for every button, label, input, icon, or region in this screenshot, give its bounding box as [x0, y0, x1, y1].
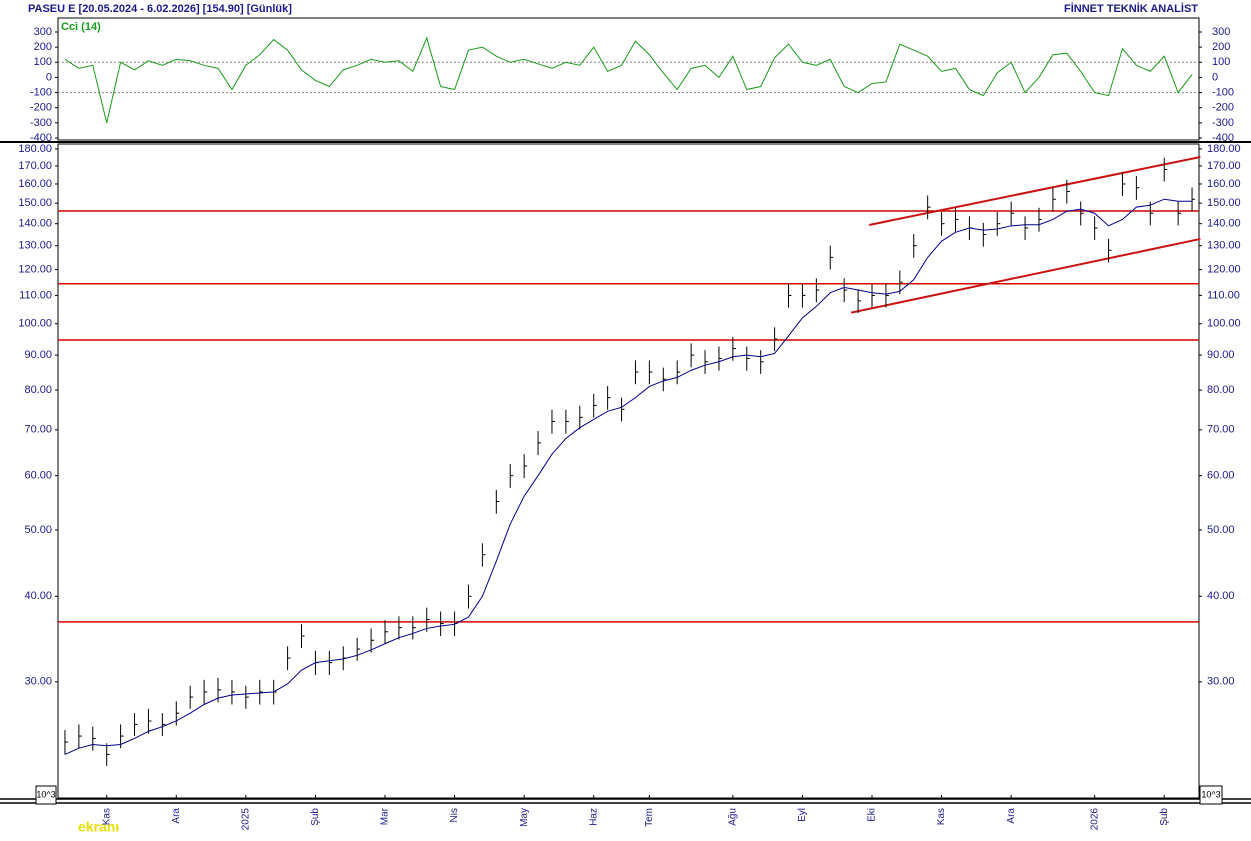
y-tick-label: 0: [46, 71, 52, 83]
moving-average: [64, 198, 1193, 755]
y-tick-label: -100: [1212, 86, 1234, 98]
y-tick-label: 100.00: [18, 318, 52, 330]
y-tick-label: 60.00: [24, 470, 52, 482]
cci-frame: [57, 17, 1200, 141]
logo: ekranı: [78, 819, 119, 835]
y-tick-label: 70.00: [24, 424, 52, 436]
y-tick-label: 90.00: [1207, 349, 1235, 361]
y-tick-label: 160.00: [1207, 178, 1241, 190]
y-tick-label: 200: [1212, 41, 1230, 53]
y-tick-label: -400: [1212, 132, 1234, 144]
y-tick-label: -300: [30, 117, 52, 129]
y-tick-label: 50.00: [1207, 524, 1235, 536]
y-tick-label: 120.00: [18, 263, 52, 275]
x-tick-label: Şub: [310, 808, 321, 826]
x-tick-label: Ara: [1006, 808, 1017, 824]
x-tick-label: Kas: [101, 808, 112, 825]
y-tick-label: 130.00: [18, 240, 52, 252]
x-tick-label: Şub: [1159, 808, 1170, 826]
y-tick-label: 140.00: [1207, 218, 1241, 230]
axis-note: 10^3: [1201, 789, 1220, 799]
y-tick-label: 110.00: [1207, 289, 1240, 301]
y-tick-label: 90.00: [24, 349, 52, 361]
y-tick-label: 180.00: [18, 143, 52, 155]
y-tick-label: 120.00: [1207, 263, 1241, 275]
axis-note: 10^3: [36, 789, 55, 799]
y-tick-label: 170.00: [18, 160, 52, 172]
x-tick-label: Ara: [171, 808, 182, 824]
y-tick-label: 0: [1212, 71, 1218, 83]
y-tick-label: 150.00: [1207, 197, 1241, 209]
header-brand: FİNNET TEKNİK ANALİST: [1064, 2, 1198, 15]
y-tick-label: 180.00: [1207, 143, 1241, 155]
y-tick-label: 60.00: [1207, 470, 1235, 482]
x-tick-label: Nis: [449, 808, 460, 822]
y-tick-label: 80.00: [1207, 384, 1235, 396]
y-tick-label: 30.00: [1207, 676, 1235, 688]
x-tick-label: Haz: [588, 808, 599, 826]
y-tick-label: 70.00: [1207, 424, 1235, 436]
y-tick-label: 40.00: [24, 590, 52, 602]
y-tick-label: -400: [30, 132, 52, 144]
y-tick-label: 170.00: [1207, 160, 1241, 172]
y-tick-label: 160.00: [18, 178, 52, 190]
x-tick-label: Eyl: [797, 808, 808, 822]
y-tick-label: 150.00: [18, 197, 52, 209]
indicator-label: Cci (14): [61, 21, 101, 33]
y-tick-label: 80.00: [24, 384, 52, 396]
x-tick-label: Eki: [867, 808, 878, 822]
y-tick-label: -200: [30, 102, 52, 114]
y-tick-label: 140.00: [18, 218, 52, 230]
y-tick-label: 100: [34, 56, 52, 68]
trend-line: [850, 237, 1201, 314]
y-tick-label: 100.00: [1207, 318, 1241, 330]
y-tick-label: -100: [30, 86, 52, 98]
x-tick-label: Tem: [644, 808, 655, 827]
price-frame: [57, 143, 1200, 799]
x-tick-label: 2026: [1089, 808, 1100, 831]
y-tick-label: -300: [1212, 117, 1234, 129]
y-tick-label: 30.00: [24, 676, 52, 688]
x-tick-label: 2025: [240, 808, 251, 831]
y-tick-label: -200: [1212, 102, 1234, 114]
y-tick-label: 110.00: [19, 289, 52, 301]
x-tick-label: Kas: [936, 808, 947, 825]
y-tick-label: 100: [1212, 56, 1230, 68]
y-tick-label: 300: [1212, 26, 1230, 38]
x-tick-label: Ağu: [728, 808, 739, 826]
x-tick-label: May: [519, 808, 530, 827]
axis-note-box: [1199, 785, 1223, 805]
axis-note-box: [35, 785, 57, 805]
y-tick-label: 130.00: [1207, 240, 1241, 252]
y-tick-label: 40.00: [1207, 590, 1235, 602]
x-tick-label: Mar: [380, 807, 391, 825]
y-tick-label: 200: [34, 41, 52, 53]
y-tick-label: 50.00: [24, 524, 52, 536]
y-tick-label: 300: [34, 26, 52, 38]
header-title: PASEU E [20.05.2024 - 6.02.2026] [154.90…: [28, 3, 292, 15]
cci-line: [64, 36, 1193, 123]
trend-line: [869, 155, 1201, 226]
